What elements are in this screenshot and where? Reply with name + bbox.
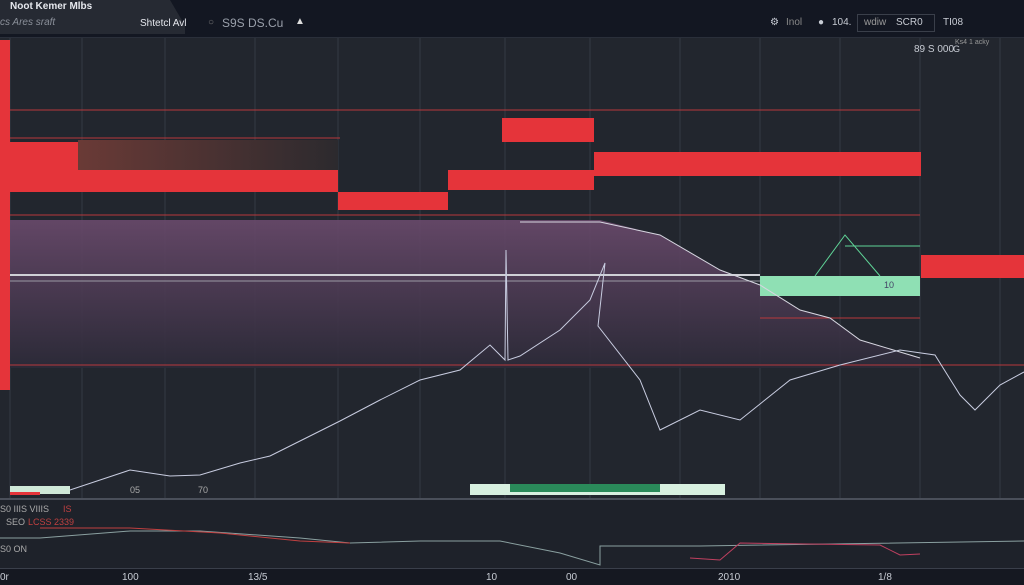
price-tag: G (953, 44, 960, 54)
chart-label: 70 (198, 485, 208, 495)
pin-icon[interactable]: ● (818, 17, 825, 28)
level-lines (10, 109, 1024, 366)
subtitle: cs Ares sraft (0, 17, 56, 28)
price-area (10, 220, 920, 368)
x-tick: 13/5 (248, 572, 268, 583)
chart-label: 05 (130, 485, 140, 495)
indicator-line (0, 530, 1024, 566)
green-volume-bar (510, 484, 660, 492)
corner-text: Ks4 1 acky (955, 39, 990, 46)
x-tick: 2010 (718, 572, 741, 583)
dropdown-arrow-icon[interactable]: ▲ (295, 16, 305, 27)
interval-label: wdiw (864, 17, 887, 28)
red-bar (594, 152, 921, 176)
x-tick: 1/8 (878, 572, 892, 583)
volume-zone (78, 140, 338, 170)
indicator-label: SEO (6, 517, 25, 527)
settings-icon[interactable]: ⚙ (770, 17, 779, 28)
green-zone (760, 276, 920, 296)
menu-item[interactable]: 104. (832, 17, 852, 28)
red-bars (10, 118, 1024, 278)
indicator-line-red (40, 527, 351, 544)
price-label: 89 S 000 (914, 44, 954, 55)
indicator-line-red (689, 542, 921, 561)
x-tick: 00 (566, 572, 578, 583)
x-tick: 100 (122, 572, 139, 583)
red-bar (10, 170, 338, 192)
green-triangle (814, 234, 881, 277)
red-bar (502, 118, 594, 142)
red-bar (921, 255, 1024, 278)
search-icon[interactable]: ○ (208, 17, 215, 28)
menu-item[interactable]: Inol (786, 17, 803, 28)
x-axis[interactable]: 0r 100 13/5 10 00 2010 1/8 (0, 568, 1024, 585)
upper-price-line (520, 221, 921, 359)
active-tab[interactable] (0, 0, 185, 34)
indicator-panel (0, 500, 1024, 568)
indicator-label: S0 ON (0, 544, 27, 554)
red-bar (10, 142, 78, 170)
chart-label: 10 (884, 280, 894, 290)
price-chart[interactable]: 89 S 000 G Ks4 1 acky 05 70 10 S0 IIIS V… (0, 38, 1024, 568)
interval-value: SCR0 (896, 17, 923, 28)
volume-bar (10, 492, 40, 495)
indicator-label: S0 IIIS VIIIS (0, 504, 49, 514)
symbol-input[interactable]: S9S DS.Cu (222, 16, 284, 30)
x-tick: 10 (486, 572, 498, 583)
menu-item[interactable]: TI08 (943, 17, 964, 28)
indicator-label: LCSS 2339 (28, 517, 74, 527)
top-bar: Noot Kemer Mlbs cs Ares sraft Shtetcl Av… (0, 0, 1024, 38)
app-title: Noot Kemer Mlbs (10, 1, 93, 12)
red-bar (338, 192, 448, 210)
left-red-strip (0, 40, 10, 390)
volume-bar (10, 486, 70, 494)
price-line (9, 249, 1024, 494)
tab-label[interactable]: Shtetcl Avl (140, 18, 187, 29)
indicator-label: IS (63, 504, 72, 514)
red-bar (448, 170, 594, 190)
x-tick: 0r (0, 572, 9, 583)
interval-box[interactable]: wdiw SCR0 (857, 14, 935, 32)
